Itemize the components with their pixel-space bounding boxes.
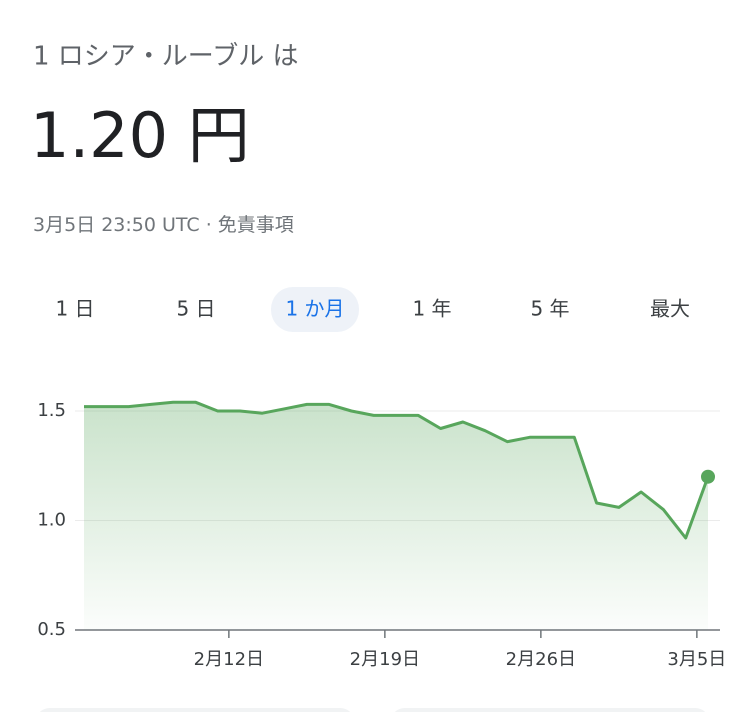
y-tick-label: 0.5: [37, 619, 66, 640]
end-dot: [701, 469, 715, 484]
title: 1 ロシア・ルーブル は: [33, 42, 299, 72]
tab[interactable]: 1 か月: [285, 297, 344, 321]
tab-highlight: [271, 287, 359, 332]
tab[interactable]: 5 日: [176, 297, 215, 321]
line: [84, 400, 710, 540]
timestamp-text: 3月5日 23:50 UTC ·: [33, 214, 218, 236]
tab[interactable]: 1 年: [412, 297, 451, 321]
bottom-button[interactable]: [390, 708, 710, 712]
tab[interactable]: 5 年: [530, 297, 569, 321]
x-tick-label: 2月26日: [506, 649, 576, 670]
timestamp: 3月5日 23:50 UTC · 免責事項: [33, 214, 294, 236]
tab[interactable]: 最大: [650, 297, 690, 321]
y-tick-label: 1.0: [37, 510, 66, 531]
tab[interactable]: 1 日: [55, 297, 94, 321]
bottom-button[interactable]: [35, 708, 355, 712]
x-tick-label: 2月19日: [350, 649, 420, 670]
x-tick-label: 2月12日: [194, 649, 264, 670]
y-tick-label: 1.5: [37, 400, 66, 421]
price: 1.20 円: [30, 99, 250, 172]
area: [84, 402, 708, 630]
disclaimer-link[interactable]: 免責事項: [218, 214, 294, 236]
x-tick-label: 3月5日: [667, 649, 726, 670]
